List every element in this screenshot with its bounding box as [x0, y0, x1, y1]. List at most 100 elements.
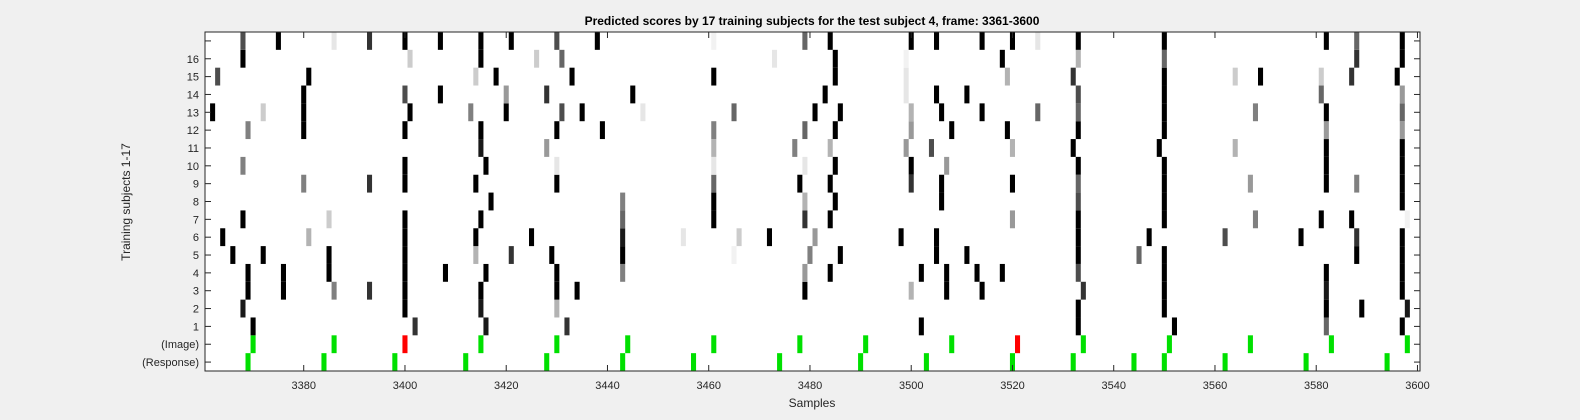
y-tick-label: 11 [188, 143, 199, 155]
y-tick-label: 14 [187, 89, 199, 101]
score-cell [306, 228, 312, 247]
score-cell [493, 67, 499, 86]
score-cell [554, 299, 560, 318]
score-cell [478, 49, 484, 68]
score-cell [772, 49, 778, 68]
score-cell [478, 121, 484, 140]
score-cell [508, 32, 514, 50]
score-cell [260, 246, 266, 264]
score-cell [1075, 192, 1081, 211]
score-cell [1399, 121, 1405, 140]
y-tick-label: 13 [187, 107, 199, 119]
score-cell [554, 174, 560, 193]
score-cell [1258, 67, 1264, 86]
score-cell [412, 317, 418, 336]
score-cell [802, 281, 808, 300]
score-cell [574, 281, 580, 300]
score-cell [944, 263, 950, 282]
score-cell [1399, 156, 1405, 175]
y-tick-label: 8 [193, 197, 199, 209]
response-cell [1161, 353, 1167, 371]
score-cell [1323, 263, 1329, 282]
score-cell [331, 32, 337, 50]
score-cell [731, 103, 737, 122]
score-cell [908, 103, 914, 122]
score-cell [569, 67, 575, 86]
score-cell [903, 85, 909, 104]
image-cell [554, 335, 560, 354]
score-cell [1404, 210, 1410, 229]
score-cell [1004, 121, 1010, 140]
response-cell [544, 353, 550, 371]
score-cell [478, 281, 484, 300]
score-cell [367, 174, 373, 193]
score-cell [1318, 85, 1324, 104]
score-cell [402, 121, 408, 140]
response-cell [691, 353, 697, 371]
score-cell [554, 281, 560, 300]
score-cell [620, 246, 626, 264]
score-cell [1399, 103, 1405, 122]
score-cell [792, 139, 798, 157]
score-cell [402, 299, 408, 318]
score-cell [559, 103, 565, 122]
image-cell [331, 335, 337, 354]
score-cell [1399, 317, 1405, 336]
score-cell [711, 174, 717, 193]
score-cell [1323, 156, 1329, 175]
response-cell [1384, 353, 1390, 371]
score-cell [437, 85, 443, 104]
x-tick-label: 3440 [595, 380, 619, 392]
score-cell [260, 103, 266, 122]
score-cell [736, 228, 742, 247]
score-cell [1080, 281, 1086, 300]
image-cell [1166, 335, 1172, 354]
score-cell [473, 67, 479, 86]
score-cell [898, 228, 904, 247]
score-cell [544, 139, 550, 157]
score-cell [797, 174, 803, 193]
score-cell [812, 228, 818, 247]
score-cell [534, 49, 540, 68]
score-cell [832, 49, 838, 68]
score-cell [473, 228, 479, 247]
score-cell [483, 156, 489, 175]
score-cell [1075, 317, 1081, 336]
score-cell [280, 281, 286, 300]
score-cell [1222, 228, 1228, 247]
score-cell [402, 156, 408, 175]
response-cell [858, 353, 864, 371]
score-cell [402, 32, 408, 50]
score-cell [215, 67, 221, 86]
score-cell [1161, 174, 1167, 193]
score-cell [468, 103, 474, 122]
score-cell [1323, 281, 1329, 300]
score-cell [766, 228, 772, 247]
score-cell [1009, 139, 1015, 157]
score-cell [630, 85, 636, 104]
score-cell [903, 67, 909, 86]
score-cell [1075, 85, 1081, 104]
image-cell [711, 335, 717, 354]
score-cell [1035, 103, 1041, 122]
score-cell [620, 263, 626, 282]
score-cell [1399, 49, 1405, 68]
score-cell [301, 174, 307, 193]
score-cell [1009, 174, 1015, 193]
score-cell [579, 103, 585, 122]
score-cell [711, 67, 717, 86]
score-cell [478, 139, 484, 157]
score-cell [275, 32, 281, 50]
score-cell [1075, 299, 1081, 318]
score-cell [1070, 139, 1076, 157]
score-cell [245, 263, 251, 282]
score-cell [1161, 192, 1167, 211]
score-cell [1075, 210, 1081, 229]
x-tick-label: 3560 [1203, 380, 1227, 392]
y-tick-label: 3 [193, 286, 199, 298]
score-cell [306, 67, 312, 86]
score-cell [934, 85, 940, 104]
score-cell [822, 85, 828, 104]
score-cell [1075, 174, 1081, 193]
